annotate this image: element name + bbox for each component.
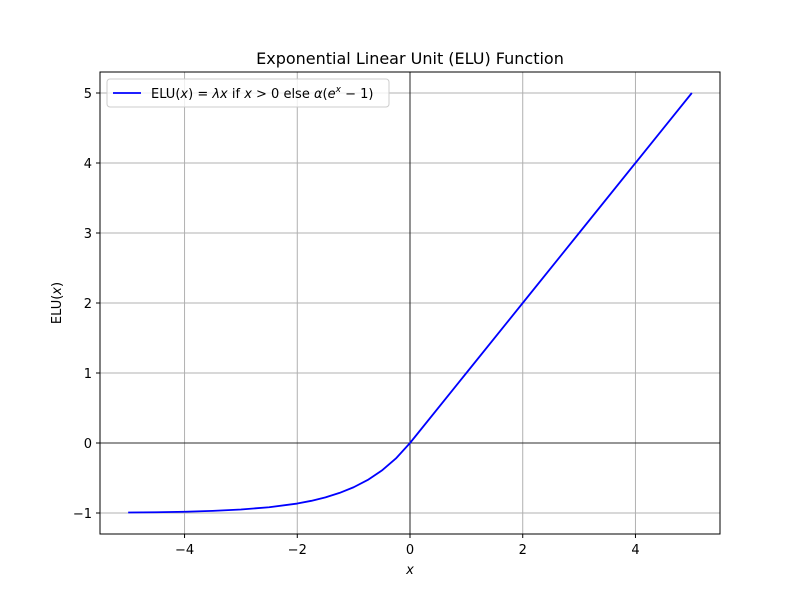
x-axis-ticks: −4 −2 0 2 4 xyxy=(175,534,640,558)
x-tick-label: 4 xyxy=(631,543,639,558)
legend-label: ELU(x) = λx if x > 0 else α(ex − 1) xyxy=(151,85,373,102)
y-tick-label: 1 xyxy=(84,367,92,382)
chart-title: Exponential Linear Unit (ELU) Function xyxy=(256,49,564,68)
y-tick-label: 0 xyxy=(84,437,92,452)
x-tick-label: −2 xyxy=(288,543,307,558)
y-tick-label: −1 xyxy=(73,507,92,522)
y-tick-label: 3 xyxy=(84,227,92,242)
y-axis-label: ELU(x) xyxy=(50,282,65,324)
series-layer xyxy=(128,92,693,514)
x-axis-label: x xyxy=(405,563,414,578)
legend: ELU(x) = λx if x > 0 else α(ex − 1) xyxy=(106,78,390,108)
x-tick-label: −4 xyxy=(175,543,194,558)
x-tick-label: 0 xyxy=(406,543,414,558)
x-tick-label: 2 xyxy=(519,543,527,558)
elu-series-line xyxy=(128,92,693,514)
legend-box xyxy=(106,78,390,108)
y-tick-label: 4 xyxy=(84,157,92,172)
y-tick-label: 5 xyxy=(84,87,92,102)
y-axis-ticks: −1 0 1 2 3 4 5 xyxy=(73,87,100,522)
y-tick-label: 2 xyxy=(84,297,92,312)
